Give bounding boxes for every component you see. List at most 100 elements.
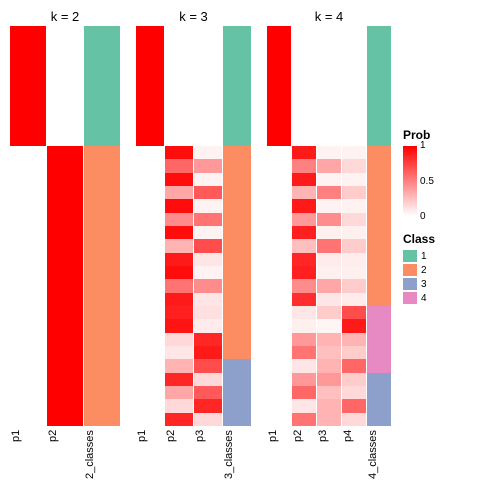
heatmap-cell xyxy=(267,173,291,186)
heatmap-cell xyxy=(367,279,391,292)
legend-class-item: 2 xyxy=(403,264,461,276)
heatmap-cell xyxy=(136,186,164,199)
heatmap-cell xyxy=(292,119,316,132)
heatmap-cell xyxy=(317,186,341,199)
heatmap-cell xyxy=(136,119,164,132)
heatmap-cell xyxy=(136,39,164,52)
heatmap-cell xyxy=(194,213,222,226)
x-axis-labels: p1p2p33_classes xyxy=(136,430,251,500)
heatmap-cell xyxy=(367,333,391,346)
heatmap-cell xyxy=(267,79,291,92)
heatmap-cell xyxy=(84,266,120,279)
heatmap-cell xyxy=(84,226,120,239)
heatmap-cell xyxy=(84,293,120,306)
x-axis-label: p1 xyxy=(10,430,46,500)
heatmap-cell xyxy=(367,239,391,252)
heatmap-cell xyxy=(165,239,193,252)
heatmap-cell xyxy=(10,26,46,39)
heatmap-cell xyxy=(136,146,164,159)
heatmap-cell xyxy=(317,79,341,92)
heatmap-cell xyxy=(342,333,366,346)
heatmap-cell xyxy=(292,79,316,92)
heatmap-cell xyxy=(317,293,341,306)
heatmap-cell xyxy=(367,173,391,186)
heatmap-cell xyxy=(10,199,46,212)
heatmap-cell xyxy=(194,133,222,146)
heatmap-cell xyxy=(194,66,222,79)
heatmap-cell xyxy=(267,53,291,66)
heatmap-cell xyxy=(267,213,291,226)
heatmap-cell xyxy=(292,186,316,199)
heatmap-cell xyxy=(267,293,291,306)
heatmap-cell xyxy=(47,346,83,359)
heatmap-cell xyxy=(367,26,391,39)
heatmap-cell xyxy=(342,386,366,399)
heatmap-cell xyxy=(194,319,222,332)
heatmap-cell xyxy=(10,386,46,399)
heatmap-cell xyxy=(136,266,164,279)
heatmap-cell xyxy=(165,346,193,359)
heatmap-cell xyxy=(47,173,83,186)
heatmap-cell xyxy=(342,306,366,319)
heatmap-cell xyxy=(10,293,46,306)
x-axis-label: 4_classes xyxy=(367,430,391,500)
heatmap-cell xyxy=(292,53,316,66)
legend-swatch xyxy=(403,250,417,262)
heatmap-cell xyxy=(223,199,251,212)
heatmap-cell xyxy=(136,399,164,412)
heatmap-cell xyxy=(342,279,366,292)
heatmap-cell xyxy=(367,319,391,332)
heatmap-cell xyxy=(47,373,83,386)
heatmap-cell xyxy=(84,239,120,252)
heatmap-cell xyxy=(317,373,341,386)
heatmap-cell xyxy=(223,79,251,92)
heatmap-cell xyxy=(136,306,164,319)
heatmap-cell xyxy=(292,239,316,252)
heatmap-cell xyxy=(367,399,391,412)
heatmap-cell xyxy=(223,93,251,106)
heatmap-cell xyxy=(194,333,222,346)
heatmap-cell xyxy=(10,159,46,172)
heatmap-cell xyxy=(367,359,391,372)
heatmap-cell xyxy=(223,373,251,386)
heatmap-cell xyxy=(292,66,316,79)
heatmap-cell xyxy=(165,93,193,106)
heatmap-cell xyxy=(223,359,251,372)
heatmap-column xyxy=(223,26,251,426)
heatmap-cell xyxy=(194,93,222,106)
heatmap-cell xyxy=(267,279,291,292)
heatmap-cell xyxy=(136,159,164,172)
heatmap-cell xyxy=(317,213,341,226)
heatmap-cell xyxy=(84,279,120,292)
heatmap-cell xyxy=(84,359,120,372)
legend-prob-tick: 1 xyxy=(420,140,434,151)
heatmap-cell xyxy=(223,159,251,172)
heatmap-cell xyxy=(10,359,46,372)
heatmap-cell xyxy=(267,319,291,332)
heatmap-cell xyxy=(292,146,316,159)
heatmap-cell xyxy=(223,306,251,319)
legend-prob-tick: 0 xyxy=(420,211,434,222)
heatmap-cell xyxy=(367,119,391,132)
heatmap-cell xyxy=(136,199,164,212)
legend-swatch xyxy=(403,264,417,276)
heatmap-cell xyxy=(165,66,193,79)
heatmap-cell xyxy=(165,26,193,39)
heatmap-cell xyxy=(47,133,83,146)
heatmap-cell xyxy=(194,279,222,292)
heatmap-cell xyxy=(367,386,391,399)
heatmap-cell xyxy=(342,133,366,146)
heatmap-cell xyxy=(136,173,164,186)
heatmap-cell xyxy=(267,39,291,52)
heatmap-cell xyxy=(223,346,251,359)
heatmap-cell xyxy=(194,79,222,92)
heatmap-cell xyxy=(342,253,366,266)
legend: Prob 1 0.5 0 Class 1234 xyxy=(391,8,461,504)
heatmap-cell xyxy=(47,53,83,66)
heatmap-cell xyxy=(267,359,291,372)
heatmap-cell xyxy=(194,173,222,186)
heatmap-cell xyxy=(267,333,291,346)
heatmap-cell xyxy=(223,293,251,306)
heatmap-cell xyxy=(10,279,46,292)
heatmap-cell xyxy=(47,293,83,306)
